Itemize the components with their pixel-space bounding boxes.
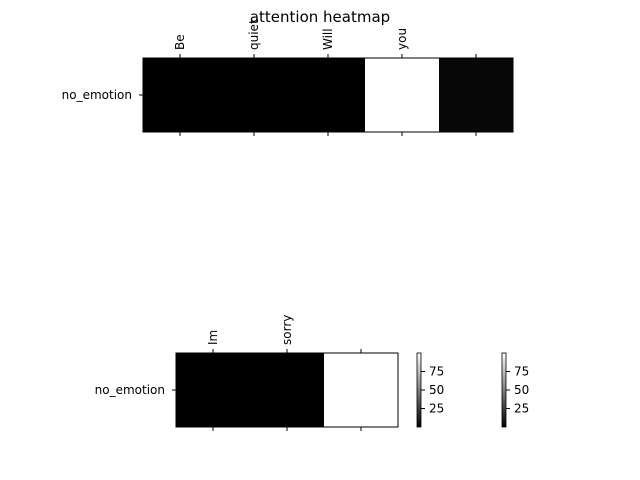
x-tick-label: Will xyxy=(321,28,335,50)
y-tick-label: no_emotion xyxy=(95,383,165,397)
heatmap-cell xyxy=(439,58,513,132)
colorbar-tick-label: 50 xyxy=(514,383,529,397)
heatmap-cell xyxy=(324,353,398,427)
chart-title: attention heatmap xyxy=(250,8,390,26)
colorbar-gradient xyxy=(501,352,507,428)
colorbar-tick-label: 75 xyxy=(429,365,444,379)
x-tick-label: quiet xyxy=(247,19,261,50)
heatmap-cell xyxy=(217,58,291,132)
heatmap-cell xyxy=(365,58,439,132)
colorbar-tick-label: 25 xyxy=(514,402,529,416)
x-tick-label: Be xyxy=(173,34,187,50)
colorbar-tick-label: 25 xyxy=(429,402,444,416)
colorbar-tick-label: 50 xyxy=(429,383,444,397)
x-tick-label: you xyxy=(395,28,409,50)
heatmap-top: Be quiet Will you no_emotion xyxy=(62,19,514,136)
heatmap-cell xyxy=(291,58,365,132)
x-tick-label: sorry xyxy=(280,315,294,345)
heatmap-cell xyxy=(143,58,217,132)
colorbar-2: 25 50 75 xyxy=(501,352,529,428)
x-tick-label: Im xyxy=(206,330,220,345)
heatmap-cell xyxy=(250,353,324,427)
colorbar-gradient xyxy=(416,352,422,428)
heatmap-cell xyxy=(176,353,250,427)
colorbar-1: 25 50 75 xyxy=(416,352,444,428)
heatmap-bottom: Im sorry no_emotion xyxy=(95,315,399,431)
y-tick-label: no_emotion xyxy=(62,88,132,102)
colorbar-tick-label: 75 xyxy=(514,365,529,379)
